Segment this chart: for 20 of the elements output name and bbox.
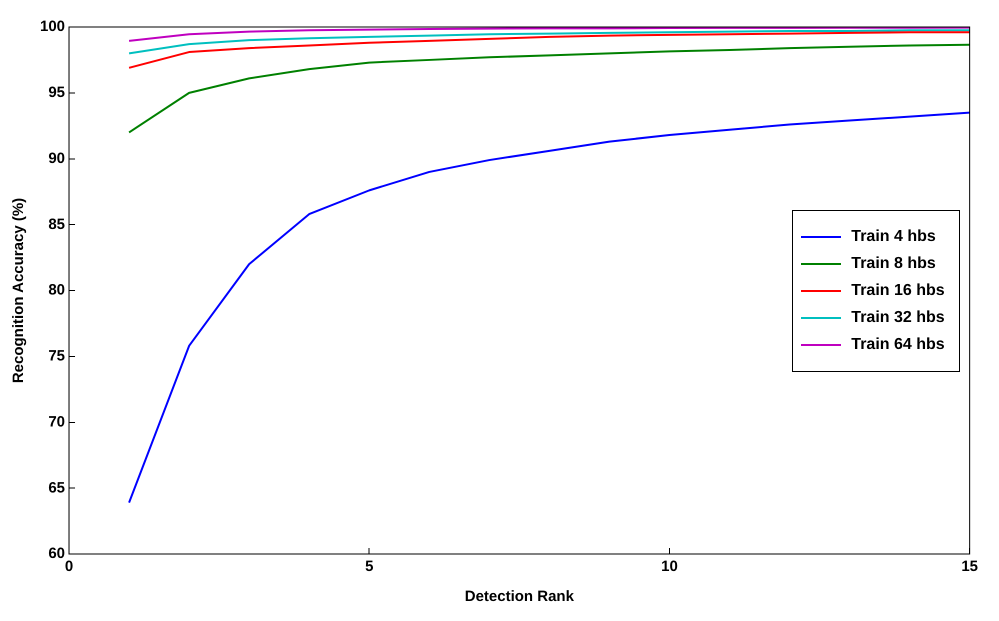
legend-label: Train 4 hbs [851,228,936,246]
y-tick-label: 80 [48,282,66,299]
legend-label: Train 16 hbs [851,282,945,300]
legend-label: Train 64 hbs [851,336,945,354]
x-tick-label: 0 [64,558,74,576]
y-tick-label: 70 [48,413,66,430]
y-tick-label: 100 [40,18,66,36]
legend-label: Train 32 hbs [851,308,945,326]
y-axis-title: Recognition Accuracy (%) [10,198,28,384]
x-tick-label: 15 [961,558,978,576]
y-tick-label: 90 [48,150,66,167]
y-tick-label: 95 [48,84,66,102]
y-tick-label: 65 [48,479,66,496]
x-tick-label: 10 [661,558,678,576]
y-tick-label: 60 [48,545,66,562]
x-tick-label: 5 [365,558,374,576]
y-tick-label: 85 [48,216,66,233]
x-axis-title: Detection Rank [464,588,575,606]
legend-label: Train 8 hbs [851,254,936,272]
y-tick-label: 75 [48,348,66,365]
